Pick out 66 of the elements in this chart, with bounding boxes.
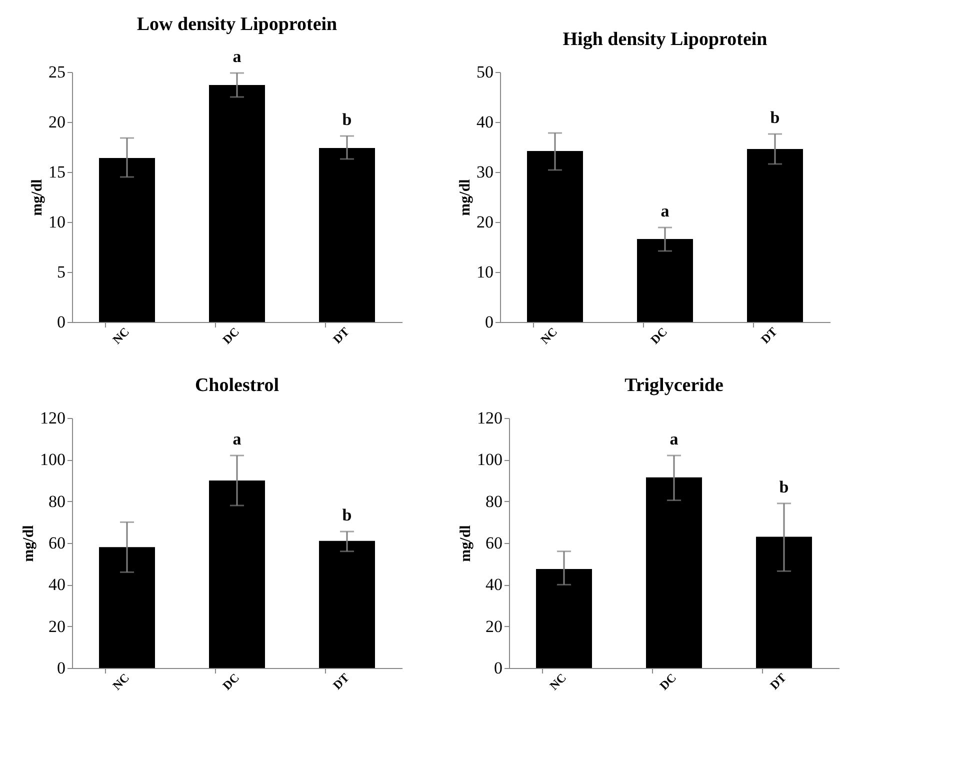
bar	[99, 547, 155, 668]
y-tick-label: 120	[40, 408, 66, 428]
y-tick-label: 30	[476, 162, 494, 182]
bar	[209, 480, 265, 668]
x-tick-label: DC	[220, 670, 242, 693]
x-tick-label: NC	[538, 324, 560, 347]
bar	[527, 151, 583, 322]
y-tick-label: 40	[48, 575, 66, 594]
y-tick-label: 0	[57, 312, 66, 332]
annotation: b	[342, 110, 352, 129]
annotation: b	[342, 506, 352, 525]
y-tick-label: 0	[57, 658, 66, 678]
chart-title: Triglyceride	[624, 375, 724, 396]
y-tick-label: 20	[486, 616, 502, 636]
chart-title: Cholestrol	[194, 375, 280, 396]
y-tick-label: 80	[48, 492, 66, 511]
x-tick-label: DT	[758, 324, 780, 346]
annotation: a	[670, 430, 679, 448]
y-tick-label: 120	[477, 408, 502, 428]
x-tick-label: NC	[110, 670, 132, 693]
bar	[646, 477, 702, 668]
y-tick-label: 5	[57, 262, 66, 282]
y-tick-label: 10	[48, 212, 66, 232]
y-tick-label: 0	[485, 312, 494, 332]
y-tick-label: 100	[40, 450, 66, 470]
y-tick-label: 15	[48, 162, 66, 182]
annotation: b	[779, 477, 789, 496]
x-tick-label: DT	[330, 670, 352, 692]
y-tick-label: 10	[476, 262, 494, 282]
y-axis-title: mg/dl	[458, 179, 474, 216]
x-tick-label: NC	[110, 324, 132, 347]
x-tick-label: DC	[648, 324, 670, 347]
y-tick-label: 20	[476, 212, 494, 232]
x-tick-label: NC	[546, 670, 569, 693]
bar	[319, 148, 375, 322]
bar	[319, 540, 375, 668]
y-tick-label: 50	[476, 62, 494, 82]
y-tick-label: 40	[476, 112, 494, 132]
annotation: a	[232, 47, 242, 66]
y-tick-label: 40	[486, 575, 502, 594]
x-tick-label: DT	[330, 324, 352, 346]
y-tick-label: 60	[48, 534, 66, 552]
bar	[209, 85, 265, 322]
annotation: a	[660, 202, 670, 220]
y-tick-label: 0	[494, 658, 502, 678]
chart-title: Low density Lipoprotein	[136, 14, 338, 35]
y-tick-label: 25	[48, 62, 66, 82]
y-axis-title: mg/dl	[30, 179, 46, 216]
bar	[756, 536, 812, 668]
y-tick-label: 60	[486, 534, 502, 552]
chart-title: High density Lipoprotein	[562, 29, 768, 50]
x-tick-label: DC	[656, 670, 679, 693]
bar	[99, 158, 155, 322]
x-tick-label: DC	[220, 324, 242, 347]
y-tick-label: 100	[477, 450, 502, 470]
bar	[536, 569, 592, 668]
y-tick-label: 80	[486, 492, 502, 511]
y-axis-title: mg/dl	[21, 525, 37, 562]
bar	[747, 149, 803, 322]
annotation: a	[232, 430, 242, 448]
y-tick-label: 20	[48, 112, 66, 132]
y-axis-title: mg/dl	[458, 525, 474, 562]
x-tick-label: DT	[767, 670, 789, 692]
annotation: b	[770, 108, 780, 127]
y-tick-label: 20	[48, 616, 66, 636]
bar	[637, 239, 693, 322]
